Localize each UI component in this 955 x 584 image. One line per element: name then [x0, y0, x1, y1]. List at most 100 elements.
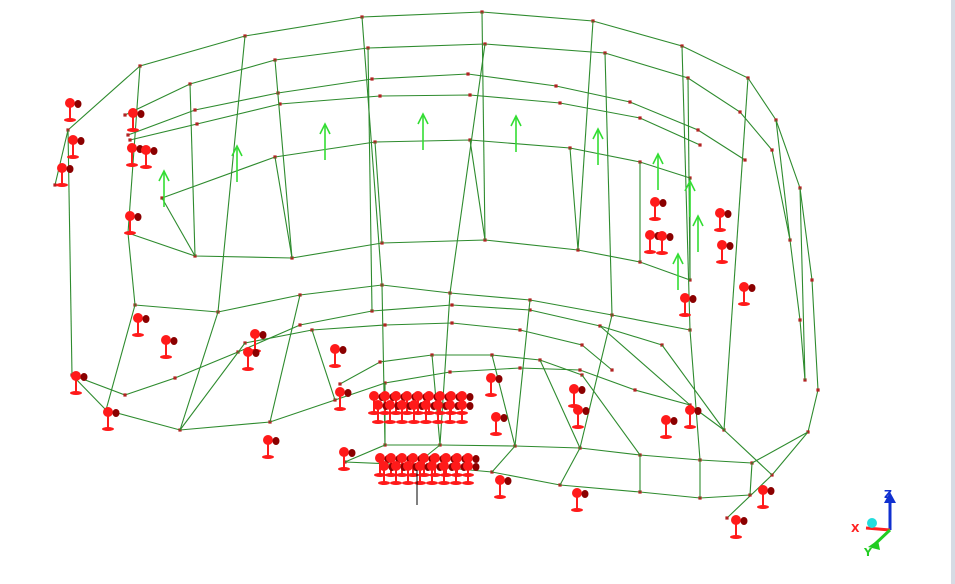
support-pin	[137, 110, 145, 118]
y-axis-label: Y	[863, 546, 873, 559]
mesh-edge	[439, 292, 451, 446]
force-arrow-icon	[684, 179, 696, 217]
mesh-node	[743, 158, 747, 162]
support-base	[414, 481, 426, 485]
fixed-support-icon	[56, 163, 74, 187]
support-base	[160, 355, 172, 359]
support-ball	[573, 405, 583, 415]
support-ball	[715, 208, 725, 218]
mesh-node	[173, 376, 177, 380]
support-base	[649, 217, 661, 221]
support-base	[334, 407, 346, 411]
mesh-line-rim	[129, 94, 701, 146]
support-ball	[57, 163, 67, 173]
x-axis-label: X	[851, 522, 860, 535]
wireframe-mesh	[53, 10, 820, 520]
support-ball	[65, 98, 75, 108]
support-ball	[650, 197, 660, 207]
mesh-node	[810, 278, 814, 282]
fixed-support-icon	[485, 373, 503, 397]
fixed-support-icon	[684, 405, 702, 429]
support-base	[140, 165, 152, 169]
support-pin	[134, 213, 142, 221]
mesh-line-floor	[244, 322, 613, 371]
mesh-edge	[274, 156, 293, 259]
support-base	[402, 481, 414, 485]
support-base	[385, 473, 397, 477]
support-pin	[724, 210, 732, 218]
mesh-edge	[514, 299, 531, 447]
force-arrow-head	[510, 114, 522, 127]
x-axis-line	[865, 526, 891, 532]
support-ball	[386, 453, 396, 463]
support-base	[684, 425, 696, 429]
support-base	[462, 481, 474, 485]
support-base	[407, 473, 419, 477]
support-base	[490, 432, 502, 436]
force-arrow-head	[231, 144, 243, 157]
mesh-line-top-outer	[54, 11, 819, 519]
support-ball	[369, 391, 379, 401]
support-ball	[402, 391, 412, 401]
support-ball	[452, 453, 462, 463]
mesh-node	[338, 382, 342, 386]
mesh-node	[193, 108, 197, 112]
mesh-edge	[723, 429, 773, 476]
support-ball	[463, 461, 473, 471]
support-pin	[767, 487, 775, 495]
support-ball	[71, 371, 81, 381]
fixed-support-icon	[738, 282, 756, 306]
support-base	[444, 420, 456, 424]
mesh-line-floor	[339, 354, 583, 385]
support-ball	[424, 391, 434, 401]
support-ball	[433, 400, 443, 410]
mesh-edge	[189, 83, 196, 257]
mesh-edge	[723, 77, 749, 431]
support-base	[644, 250, 656, 254]
force-arrow-icon	[158, 169, 170, 207]
support-pin	[142, 315, 150, 323]
mesh-node	[378, 94, 382, 98]
support-ball	[263, 435, 273, 445]
mesh-line-rim	[127, 73, 746, 161]
support-pin	[504, 477, 512, 485]
support-ball	[491, 412, 501, 422]
support-base	[434, 411, 446, 415]
support-base	[372, 420, 384, 424]
fixed-support-icon	[757, 485, 775, 509]
force-arrow-head	[158, 169, 170, 182]
force-arrow-icon	[319, 122, 331, 160]
support-ball	[739, 282, 749, 292]
force-arrow-icon	[510, 114, 522, 152]
support-ball	[645, 230, 655, 240]
support-ball	[128, 108, 138, 118]
support-base	[730, 535, 742, 539]
force-arrow-icon	[417, 112, 429, 150]
fixed-support-icon	[127, 108, 145, 132]
mesh-edge	[569, 147, 579, 251]
support-base	[70, 391, 82, 395]
support-ball	[495, 475, 505, 485]
mesh-edge	[689, 329, 701, 461]
mesh-edge	[581, 374, 641, 456]
mesh-edge	[577, 20, 594, 251]
mesh-node	[123, 393, 127, 397]
mesh-edge	[799, 187, 806, 381]
fixed-support-icon	[716, 240, 734, 264]
support-pin	[726, 242, 734, 250]
window-edge	[951, 0, 955, 584]
fixed-support-icon	[126, 143, 144, 167]
support-ball	[657, 231, 667, 241]
support-base	[262, 455, 274, 459]
support-pin	[694, 407, 702, 415]
mesh-node	[448, 370, 452, 374]
force-arrow-icon	[672, 252, 684, 290]
force-arrow-icon	[692, 214, 704, 252]
fixed-support-icon	[338, 447, 356, 471]
mesh-node	[126, 133, 130, 137]
support-ball	[427, 461, 437, 471]
support-ball	[446, 391, 456, 401]
support-pin	[582, 407, 590, 415]
mesh-edge	[751, 431, 809, 464]
